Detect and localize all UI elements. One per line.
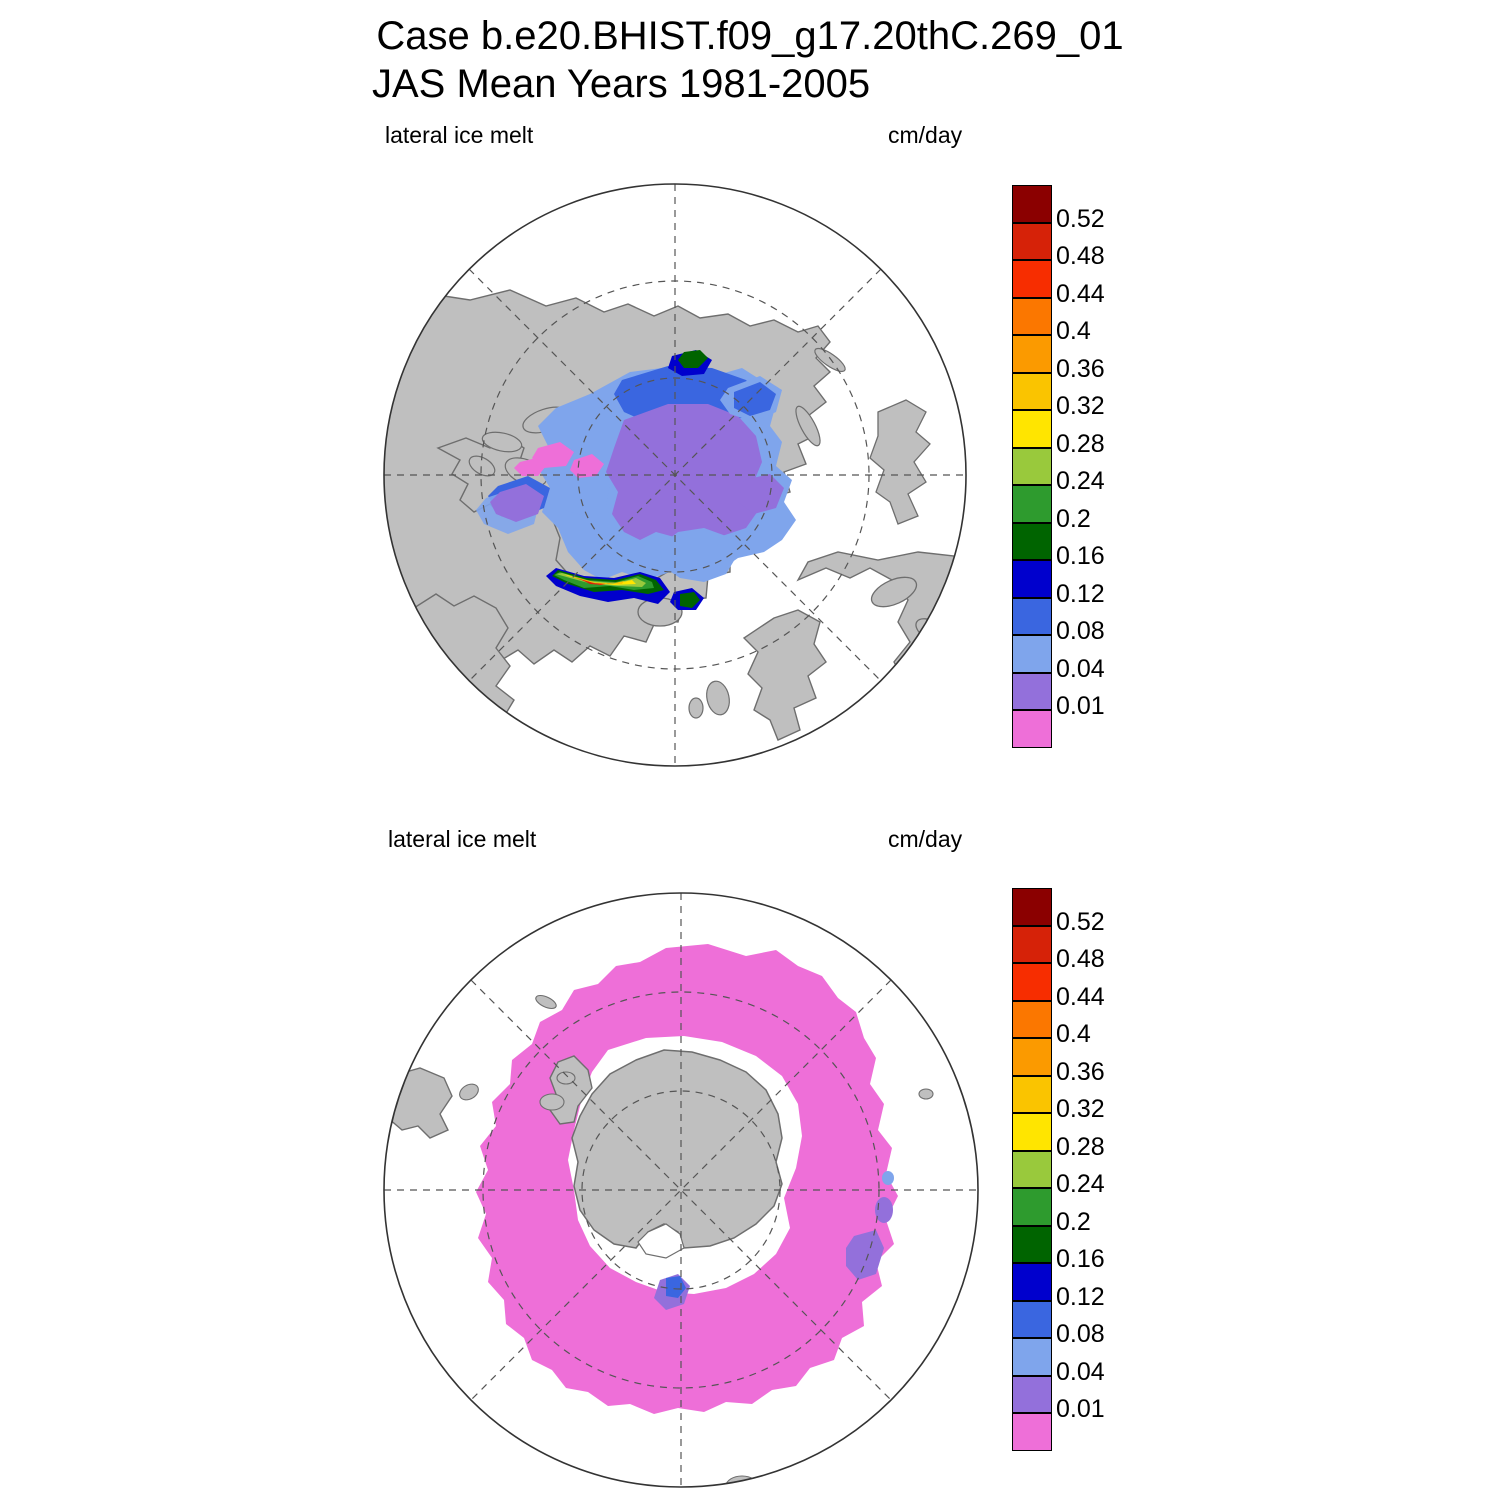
antarctic-colorbar-band: [1012, 1375, 1052, 1414]
antarctic-units-label: cm/day: [888, 826, 963, 852]
arctic-colorbar-band: [1012, 185, 1052, 223]
arctic-colorbar-band: [1012, 710, 1052, 748]
antarctic-colorbar-tick-label: 0.08: [1056, 1320, 1105, 1349]
antarctic-colorbar-tick-label: 0.48: [1056, 945, 1105, 974]
antarctic-colorbar-tick-label: 0.12: [1056, 1282, 1105, 1311]
arctic-colorbar[interactable]: 0.52 0.48 0.44 0.4 0.36 0.32 0.28 0.24 0.2 0.16 0.…: [1012, 185, 1105, 748]
arctic-colorbar-band: [1012, 560, 1052, 598]
arctic-colorbar-tick-label: 0.4: [1056, 317, 1091, 346]
antarctic-graticule: [384, 893, 978, 1487]
antarctic-colorbar-band: [1012, 1225, 1052, 1264]
page-title-line-2: JAS Mean Years 1981-2005: [372, 62, 871, 106]
arctic-colorbar-band: [1012, 335, 1052, 373]
arctic-colorbar-tick-label: 0.28: [1056, 429, 1105, 458]
arctic-colorbar-band: [1012, 635, 1052, 673]
antarctic-colorbar-band: [1012, 1150, 1052, 1189]
antarctic-colorbar-tick-label: 0.28: [1056, 1132, 1105, 1161]
antarctic-map[interactable]: [378, 880, 988, 1490]
arctic-graticule: [384, 184, 966, 766]
arctic-colorbar-band: [1012, 222, 1052, 261]
antarctic-colorbar-band: [1012, 1075, 1052, 1114]
arctic-colorbar-tick-label: 0.01: [1056, 692, 1105, 721]
arctic-colorbar-band: [1012, 672, 1052, 711]
arctic-colorbar-tick-label: 0.44: [1056, 279, 1105, 308]
antarctic-colorbar-tick-label: 0.2: [1056, 1207, 1091, 1236]
arctic-colorbar-band: [1012, 260, 1052, 298]
arctic-ice-melt-field: [476, 350, 796, 610]
arctic-colorbar-tick-label: 0.36: [1056, 354, 1105, 383]
antarctic-colorbar-tick-label: 0.04: [1056, 1357, 1105, 1386]
antarctic-colorbar-tick-label: 0.32: [1056, 1095, 1105, 1124]
antarctic-colorbar-band: [1012, 1263, 1052, 1301]
arctic-colorbar-tick-label: 0.04: [1056, 654, 1105, 683]
antarctic-colorbar-tick-label: 0.01: [1056, 1395, 1105, 1424]
arctic-units-label: cm/day: [888, 122, 963, 148]
antarctic-colorbar-tick-label: 0.16: [1056, 1245, 1105, 1274]
antarctic-colorbar-band: [1012, 1300, 1052, 1339]
arctic-map[interactable]: [378, 180, 978, 780]
antarctic-colorbar-tick-label: 0.36: [1056, 1057, 1105, 1086]
arctic-colorbar-band: [1012, 597, 1052, 636]
page-title-line-1: Case b.e20.BHIST.f09_g17.20thC.269_01: [376, 14, 1124, 58]
antarctic-variable-label: lateral ice melt: [388, 826, 537, 852]
arctic-high-melt-band: [546, 568, 670, 604]
antarctic-colorbar-band: [1012, 1038, 1052, 1076]
antarctic-colorbar-band: [1012, 1413, 1052, 1451]
arctic-colorbar-band: [1012, 447, 1052, 486]
antarctic-colorbar-band: [1012, 1188, 1052, 1226]
arctic-colorbar-band: [1012, 522, 1052, 561]
arctic-colorbar-tick-label: 0.32: [1056, 392, 1105, 421]
arctic-colorbar-band: [1012, 485, 1052, 523]
arctic-colorbar-band: [1012, 410, 1052, 448]
antarctic-colorbar-tick-label: 0.44: [1056, 982, 1105, 1011]
arctic-colorbar-tick-label: 0.48: [1056, 242, 1105, 271]
antarctic-colorbar-band: [1012, 1338, 1052, 1376]
antarctic-colorbar-band: [1012, 1000, 1052, 1039]
arctic-colorbar-band: [1012, 297, 1052, 336]
arctic-colorbar-tick-label: 0.08: [1056, 617, 1105, 646]
arctic-colorbar-band: [1012, 372, 1052, 411]
arctic-colorbar-tick-label: 0.16: [1056, 542, 1105, 571]
antarctic-colorbar-tick-label: 0.24: [1056, 1170, 1105, 1199]
arctic-colorbar-tick-label: 0.52: [1056, 204, 1105, 233]
arctic-colorbar-tick-label: 0.24: [1056, 467, 1105, 496]
arctic-colorbar-tick-label: 0.2: [1056, 504, 1091, 533]
arctic-variable-label: lateral ice melt: [385, 122, 534, 148]
antarctic-colorbar-band: [1012, 925, 1052, 964]
antarctic-colorbar-band: [1012, 1113, 1052, 1151]
antarctic-colorbar-tick-label: 0.52: [1056, 907, 1105, 936]
arctic-colorbar-tick-label: 0.12: [1056, 579, 1105, 608]
antarctic-colorbar-band: [1012, 963, 1052, 1001]
antarctic-colorbar[interactable]: 0.52 0.48 0.44 0.4 0.36 0.32 0.28 0.24 0.2 0.16 0.…: [1012, 888, 1105, 1451]
antarctic-land-continent: [539, 1049, 783, 1259]
antarctic-map-boundary: [383, 892, 979, 1488]
antarctic-colorbar-band: [1012, 888, 1052, 926]
arctic-map-boundary: [383, 183, 967, 767]
antarctic-colorbar-tick-label: 0.4: [1056, 1020, 1091, 1049]
